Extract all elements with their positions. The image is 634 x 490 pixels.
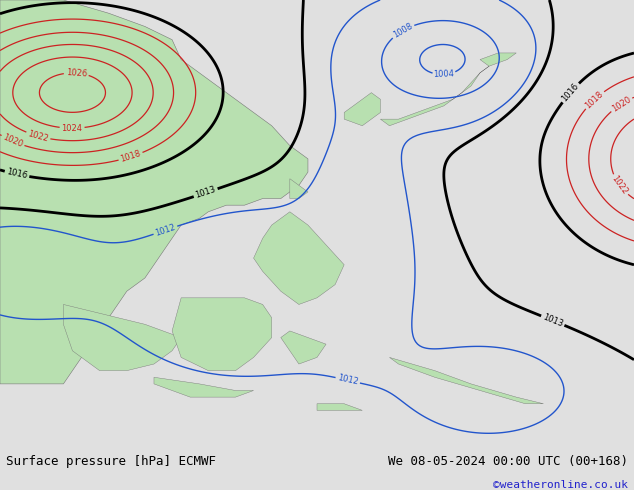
Text: 1018: 1018: [119, 149, 142, 164]
Polygon shape: [281, 331, 326, 364]
Text: 1008: 1008: [391, 22, 414, 40]
Text: Surface pressure [hPa] ECMWF: Surface pressure [hPa] ECMWF: [6, 455, 216, 467]
Polygon shape: [172, 298, 272, 370]
Polygon shape: [344, 93, 380, 126]
Text: 1016: 1016: [560, 82, 581, 103]
Text: ©weatheronline.co.uk: ©weatheronline.co.uk: [493, 480, 628, 490]
Text: 1020: 1020: [610, 95, 633, 114]
Text: 1016: 1016: [6, 168, 29, 181]
Polygon shape: [380, 66, 489, 126]
Text: 1022: 1022: [27, 129, 49, 143]
Text: 1012: 1012: [154, 222, 177, 238]
Text: We 08-05-2024 00:00 UTC (00+168): We 08-05-2024 00:00 UTC (00+168): [387, 455, 628, 467]
Polygon shape: [0, 0, 308, 384]
Polygon shape: [154, 377, 254, 397]
Text: 1012: 1012: [337, 373, 359, 387]
Polygon shape: [389, 357, 543, 404]
Text: 1024: 1024: [61, 123, 82, 133]
Polygon shape: [63, 304, 181, 370]
Polygon shape: [480, 53, 516, 66]
Text: 1004: 1004: [432, 70, 454, 79]
Text: 1026: 1026: [65, 68, 87, 78]
Polygon shape: [290, 179, 308, 198]
Text: 1022: 1022: [610, 174, 630, 196]
Polygon shape: [317, 404, 362, 410]
Text: 1013: 1013: [194, 185, 217, 200]
Text: 1020: 1020: [1, 133, 24, 149]
Text: 1013: 1013: [541, 313, 564, 329]
Text: 1018: 1018: [584, 89, 605, 110]
Polygon shape: [254, 212, 344, 304]
